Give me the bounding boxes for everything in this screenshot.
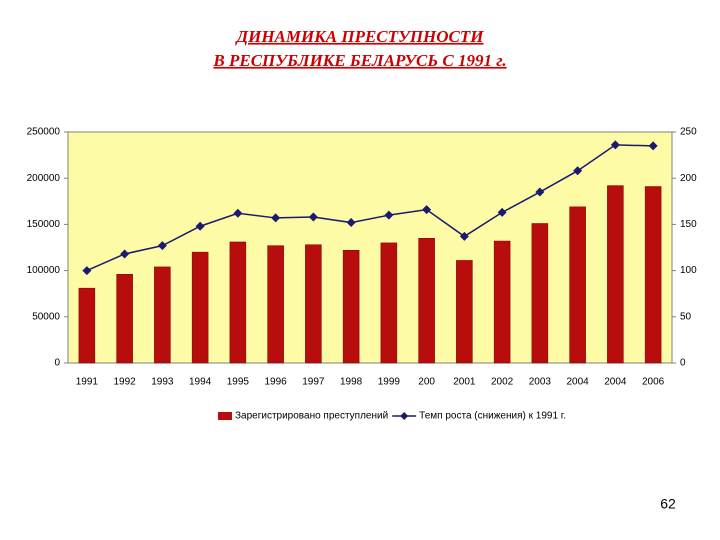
legend-swatch [218, 412, 232, 420]
bar [569, 206, 586, 364]
line-marker [497, 207, 507, 217]
bar [644, 186, 662, 364]
x-tick-label: 2001 [453, 377, 476, 388]
y-tick-label: 150000 [27, 219, 61, 230]
y2-tick-label: 200 [680, 173, 697, 184]
line-marker [120, 249, 130, 259]
line-marker [308, 212, 318, 222]
bar [418, 238, 435, 364]
page-number: 62 [660, 496, 676, 512]
bar [456, 260, 473, 364]
line [86, 144, 654, 272]
y-tick-label: 250000 [27, 127, 61, 138]
bar [191, 251, 209, 364]
bar [607, 185, 624, 364]
legend-marker [400, 412, 409, 420]
bar [380, 242, 398, 364]
line-marker [233, 208, 243, 218]
y2-tick-label: 250 [680, 127, 697, 138]
y2-tick-label: 100 [680, 265, 697, 276]
y2-tick-label: 150 [680, 219, 697, 230]
x-tick-label: 2003 [529, 377, 552, 388]
x-tick-label: 2004 [604, 377, 627, 388]
y2-tick-label: 0 [680, 358, 686, 369]
bar [493, 240, 511, 364]
line-marker [195, 221, 205, 231]
line-marker [459, 231, 469, 241]
line-marker [610, 140, 620, 150]
bar [305, 244, 322, 364]
y-tick-label: 200000 [27, 173, 61, 184]
x-tick-label: 1991 [76, 377, 99, 388]
y-tick-label: 50000 [32, 311, 60, 322]
y2-tick-label: 50 [680, 311, 692, 322]
bar [531, 223, 549, 364]
line-marker [573, 166, 583, 176]
x-tick-label: 2002 [491, 377, 514, 388]
x-tick-label: 1995 [227, 377, 250, 388]
bar [154, 266, 171, 364]
line-marker [82, 266, 92, 276]
bar [78, 287, 96, 364]
x-tick-label: 1996 [265, 377, 288, 388]
line-marker [384, 210, 394, 220]
x-tick-label: 1992 [114, 377, 137, 388]
line-marker [157, 241, 167, 251]
bar [116, 274, 133, 364]
x-tick-label: 1994 [189, 377, 212, 388]
line-marker [422, 205, 432, 215]
x-tick-label: 200 [418, 377, 435, 388]
chart-subtitle: В РЕСПУБЛИКЕ БЕЛАРУСЬ С 1991 г. [212, 51, 506, 70]
line-marker [346, 218, 356, 228]
line-marker [648, 141, 658, 151]
x-tick-label: 1998 [340, 377, 363, 388]
legend-label: Темп роста (снижения) к 1991 г. [419, 411, 566, 422]
x-tick-label: 2006 [642, 377, 665, 388]
bar [342, 250, 360, 364]
chart-title: ДИНАМИКА ПРЕСТУПНОСТИ [234, 27, 484, 46]
y-tick-label: 0 [54, 358, 60, 369]
bar [267, 245, 284, 364]
x-tick-label: 1993 [151, 377, 174, 388]
line-marker [535, 187, 545, 197]
bar [229, 241, 247, 364]
x-tick-label: 2004 [567, 377, 590, 388]
x-tick-label: 1999 [378, 377, 401, 388]
y-tick-label: 100000 [27, 265, 61, 276]
x-tick-label: 1997 [302, 377, 325, 388]
legend-label: Зарегистрировано преступлений [235, 411, 388, 422]
line-marker [271, 213, 281, 223]
